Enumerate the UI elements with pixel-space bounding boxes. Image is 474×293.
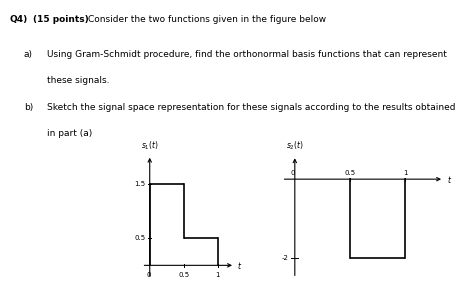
Text: $s_1(t)$: $s_1(t)$ bbox=[141, 140, 159, 152]
Text: 1: 1 bbox=[403, 170, 408, 176]
Text: $t$: $t$ bbox=[237, 260, 242, 271]
Text: b): b) bbox=[24, 103, 33, 112]
Text: Q4): Q4) bbox=[9, 15, 28, 24]
Text: Using Gram-Schmidt procedure, find the orthonormal basis functions that can repr: Using Gram-Schmidt procedure, find the o… bbox=[47, 50, 447, 59]
Text: 0: 0 bbox=[146, 272, 151, 278]
Text: -2: -2 bbox=[281, 255, 288, 261]
Text: 0.5: 0.5 bbox=[135, 235, 146, 241]
Text: 1.5: 1.5 bbox=[135, 181, 146, 188]
Text: 0.5: 0.5 bbox=[178, 272, 190, 278]
Text: 0.5: 0.5 bbox=[345, 170, 356, 176]
Text: these signals.: these signals. bbox=[47, 76, 110, 85]
Text: a): a) bbox=[24, 50, 33, 59]
Text: (15 points): (15 points) bbox=[33, 15, 89, 24]
Text: $s_2(t)$: $s_2(t)$ bbox=[286, 140, 304, 152]
Text: Sketch the signal space representation for these signals according to the result: Sketch the signal space representation f… bbox=[47, 103, 456, 112]
Text: 1: 1 bbox=[216, 272, 220, 278]
Text: Consider the two functions given in the figure below: Consider the two functions given in the … bbox=[88, 15, 326, 24]
Text: in part (a): in part (a) bbox=[47, 129, 92, 138]
Text: $t$: $t$ bbox=[447, 174, 453, 185]
Text: 0: 0 bbox=[291, 170, 295, 176]
